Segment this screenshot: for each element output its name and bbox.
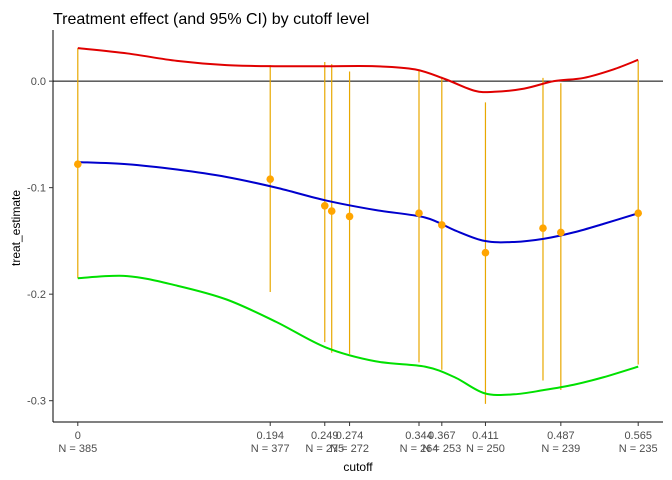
x-tick-n-label: N = 385 — [58, 443, 97, 455]
data-point — [481, 248, 490, 257]
y-tick-label: 0.0 — [31, 76, 46, 88]
x-tick-n-label: N = 239 — [541, 443, 580, 455]
x-tick-label: 0.249 — [311, 430, 339, 442]
lower-ci-line — [77, 274, 639, 397]
data-point — [557, 228, 565, 237]
data-point — [634, 209, 643, 218]
x-tick-label: 0.194 — [256, 430, 284, 442]
chart-title: Treatment effect (and 95% CI) by cutoff … — [53, 11, 369, 28]
x-tick-label: 0.411 — [472, 430, 499, 442]
x-tick-label: 0.367 — [428, 430, 456, 442]
x-tick-n-label: N = 377 — [251, 443, 290, 455]
x-tick-label: 0.274 — [336, 430, 364, 442]
y-tick-label: -0.2 — [27, 289, 46, 301]
x-tick-n-label: N = 275 — [305, 443, 344, 455]
data-point — [438, 221, 446, 229]
data-point — [415, 209, 423, 218]
x-tick-n-label: N = 264 — [400, 443, 439, 455]
x-tick-label: 0.487 — [547, 430, 575, 442]
data-point — [539, 224, 547, 232]
x-axis-label: cutoff — [343, 460, 373, 474]
x-tick-label: 0.565 — [624, 430, 652, 442]
data-point — [345, 212, 354, 221]
x-tick-n-label: N = 253 — [422, 443, 461, 455]
data-point — [73, 160, 82, 169]
x-tick-n-label: N = 272 — [330, 443, 369, 455]
estimate-line — [77, 161, 639, 244]
data-point — [266, 175, 275, 183]
x-tick-n-label: N = 235 — [619, 443, 658, 455]
x-tick-label: 0 — [75, 430, 81, 442]
data-point — [320, 201, 329, 210]
data-point — [327, 207, 336, 215]
y-tick-label: -0.3 — [27, 396, 46, 408]
y-tick-label: -0.1 — [27, 183, 46, 195]
x-tick-n-label: N = 250 — [466, 443, 505, 455]
upper-ci-line — [77, 47, 639, 94]
x-tick-label: 0.344 — [405, 430, 433, 442]
y-axis-label: treat_estimate — [9, 190, 23, 266]
